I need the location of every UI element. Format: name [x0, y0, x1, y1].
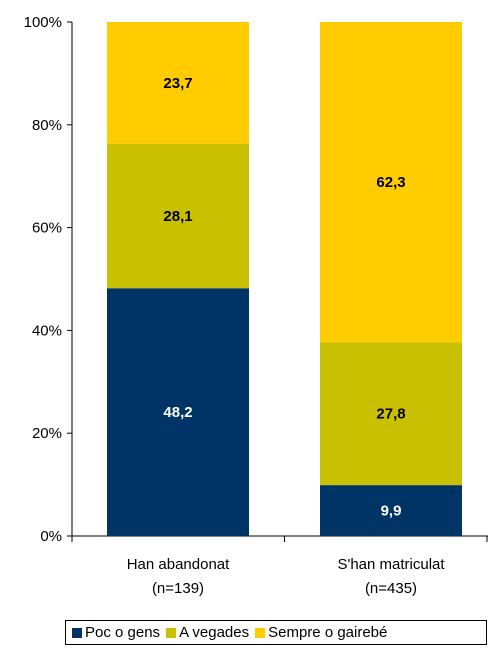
y-tick-label: 40% — [32, 322, 62, 339]
data-label: 23,7 — [163, 75, 192, 92]
legend-label: Poc o gens — [85, 624, 161, 641]
bar-segment — [107, 143, 249, 289]
category-label: S'han matriculat — [337, 556, 445, 573]
legend-label: Sempre o gairebé — [268, 624, 388, 641]
category-label: Han abandonat — [127, 556, 230, 573]
legend-swatch — [255, 627, 266, 638]
legend-label: A vegades — [179, 624, 250, 641]
bar-segment — [320, 342, 462, 486]
bar-segment — [320, 22, 462, 343]
legend-item: Poc o gens — [72, 624, 160, 641]
category-sublabel: (n=139) — [152, 580, 204, 597]
y-tick-label: 100% — [24, 14, 62, 31]
bar-segment — [320, 485, 462, 536]
data-label: 62,3 — [376, 174, 405, 191]
y-tick-label: 0% — [40, 528, 62, 545]
legend-item: A vegades — [166, 624, 249, 641]
data-label: 48,2 — [163, 404, 192, 421]
legend-swatch — [166, 627, 177, 638]
data-label: 27,8 — [376, 406, 405, 423]
data-label: 9,9 — [381, 503, 402, 520]
bar-segment — [107, 288, 249, 536]
y-tick-label: 80% — [32, 117, 62, 134]
legend: Poc o gens A vegades Sempre o gairebé — [65, 620, 487, 645]
data-label: 28,1 — [163, 208, 192, 225]
bar-segment — [107, 22, 249, 144]
legend-item: Sempre o gairebé — [255, 624, 387, 641]
category-sublabel: (n=435) — [365, 580, 417, 597]
legend-swatch — [72, 627, 82, 638]
y-tick-label: 20% — [32, 425, 62, 442]
y-tick-label: 60% — [32, 220, 62, 237]
